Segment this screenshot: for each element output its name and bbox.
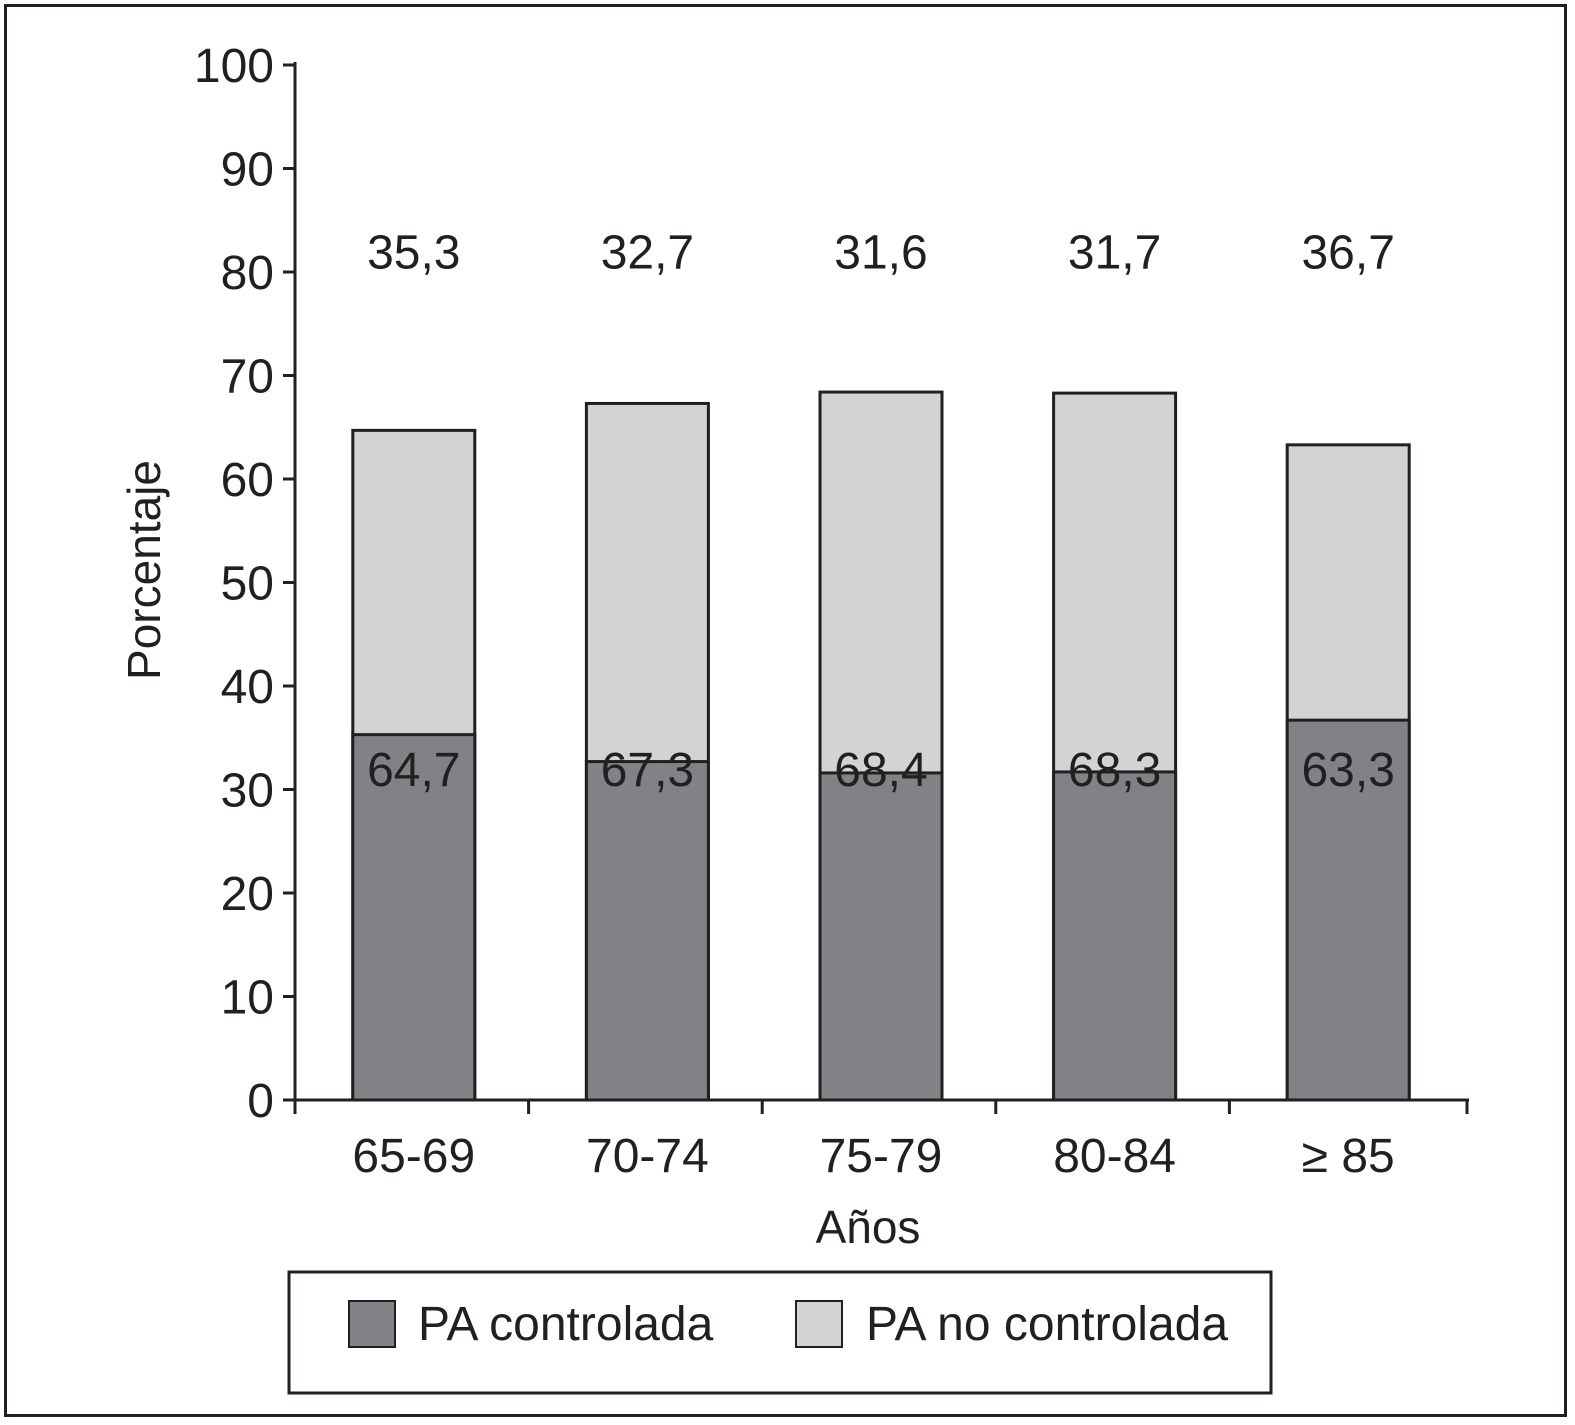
y-tick-label: 100 <box>194 40 274 93</box>
y-tick-label: 80 <box>221 247 274 300</box>
data-label-pa-no-controlada: 63,3 <box>1301 744 1394 797</box>
x-category-label: 75-79 <box>820 1130 943 1183</box>
data-label-pa-no-controlada: 67,3 <box>601 744 694 797</box>
bar-pa-controlada-3 <box>818 771 944 1102</box>
y-tick-label: 10 <box>221 972 274 1025</box>
y-axis-title: Porcentaje <box>118 460 170 680</box>
x-axis-title: Años <box>816 1201 921 1253</box>
legend-label-pa-controlada: PA controlada <box>418 1298 714 1351</box>
legend-swatch-pa-no-controlada <box>795 1300 843 1348</box>
y-tick-label: 40 <box>221 661 274 714</box>
legend: PA controlada PA no controlada <box>287 1270 1273 1395</box>
y-tick-label: 70 <box>221 351 274 404</box>
y-tick-label: 20 <box>221 868 274 921</box>
y-tick-label: 0 <box>247 1075 274 1128</box>
data-label-pa-controlada: 31,6 <box>834 226 927 279</box>
data-label-pa-controlada: 35,3 <box>367 226 460 279</box>
legend-swatch-pa-controlada <box>348 1300 396 1348</box>
x-category-label: 65-69 <box>352 1130 475 1183</box>
y-tick-label: 60 <box>221 454 274 507</box>
chart-frame <box>4 4 1567 1417</box>
y-tick-label: 50 <box>221 558 274 611</box>
data-label-pa-no-controlada: 64,7 <box>367 744 460 797</box>
data-label-pa-no-controlada: 68,3 <box>1068 744 1161 797</box>
y-tick-label: 90 <box>221 144 274 197</box>
data-label-pa-no-controlada: 68,4 <box>834 744 927 797</box>
legend-box <box>287 1270 1273 1395</box>
bar-pa-controlada-4 <box>1052 770 1178 1102</box>
x-category-label: ≥ 85 <box>1302 1130 1395 1183</box>
x-ticks-group: 65-69 70-74 75-79 80-84 ≥ 85 <box>293 1100 1469 1183</box>
bar-pa-controlada-1 <box>351 733 477 1102</box>
data-label-pa-controlada: 36,7 <box>1301 226 1394 279</box>
legend-label-pa-no-controlada: PA no controlada <box>866 1298 1228 1351</box>
data-labels-group: 64,7 35,3 67,3 32,7 68,4 31,6 68,3 31,7 63,3 36,7 <box>367 226 1395 797</box>
x-category-label: 80-84 <box>1053 1130 1176 1183</box>
y-tick-label: 30 <box>221 765 274 818</box>
y-ticks-group: 0 10 20 30 40 50 60 70 80 90 100 <box>194 40 295 1128</box>
bar-pa-controlada-5 <box>1285 718 1411 1102</box>
data-label-pa-controlada: 32,7 <box>601 226 694 279</box>
data-label-pa-controlada: 31,7 <box>1068 226 1161 279</box>
x-category-label: 70-74 <box>586 1130 709 1183</box>
bar-pa-controlada-2 <box>584 760 710 1102</box>
